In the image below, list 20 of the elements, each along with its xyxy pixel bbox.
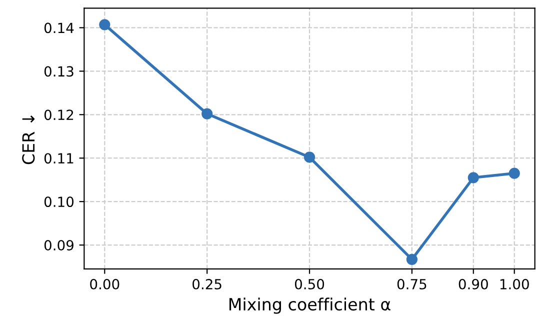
y-axis-title: CER ↓ bbox=[22, 115, 35, 164]
y-tick-label: 0.14 bbox=[44, 22, 74, 34]
y-tick-label: 0.11 bbox=[44, 153, 74, 164]
x-tick-label: 0.00 bbox=[90, 278, 120, 290]
y-tick-label: 0.09 bbox=[44, 240, 74, 251]
x-tick-label: 0.50 bbox=[294, 278, 324, 290]
y-tick-label: 0.13 bbox=[44, 66, 74, 77]
point bbox=[406, 254, 418, 265]
point bbox=[508, 168, 520, 179]
point bbox=[99, 19, 110, 30]
point bbox=[468, 172, 479, 184]
point bbox=[202, 108, 213, 120]
x-tick-label: 1.00 bbox=[500, 278, 529, 290]
x-tick-label: 0.75 bbox=[397, 278, 426, 290]
x-tick-label: 0.25 bbox=[192, 278, 222, 290]
x-tick-label: 0.90 bbox=[458, 278, 488, 290]
y-tick-label: 0.12 bbox=[44, 110, 74, 120]
point bbox=[304, 152, 316, 163]
y-tick-label: 0.10 bbox=[44, 196, 74, 208]
x-axis-title: Mixing coefficient α bbox=[229, 298, 390, 314]
